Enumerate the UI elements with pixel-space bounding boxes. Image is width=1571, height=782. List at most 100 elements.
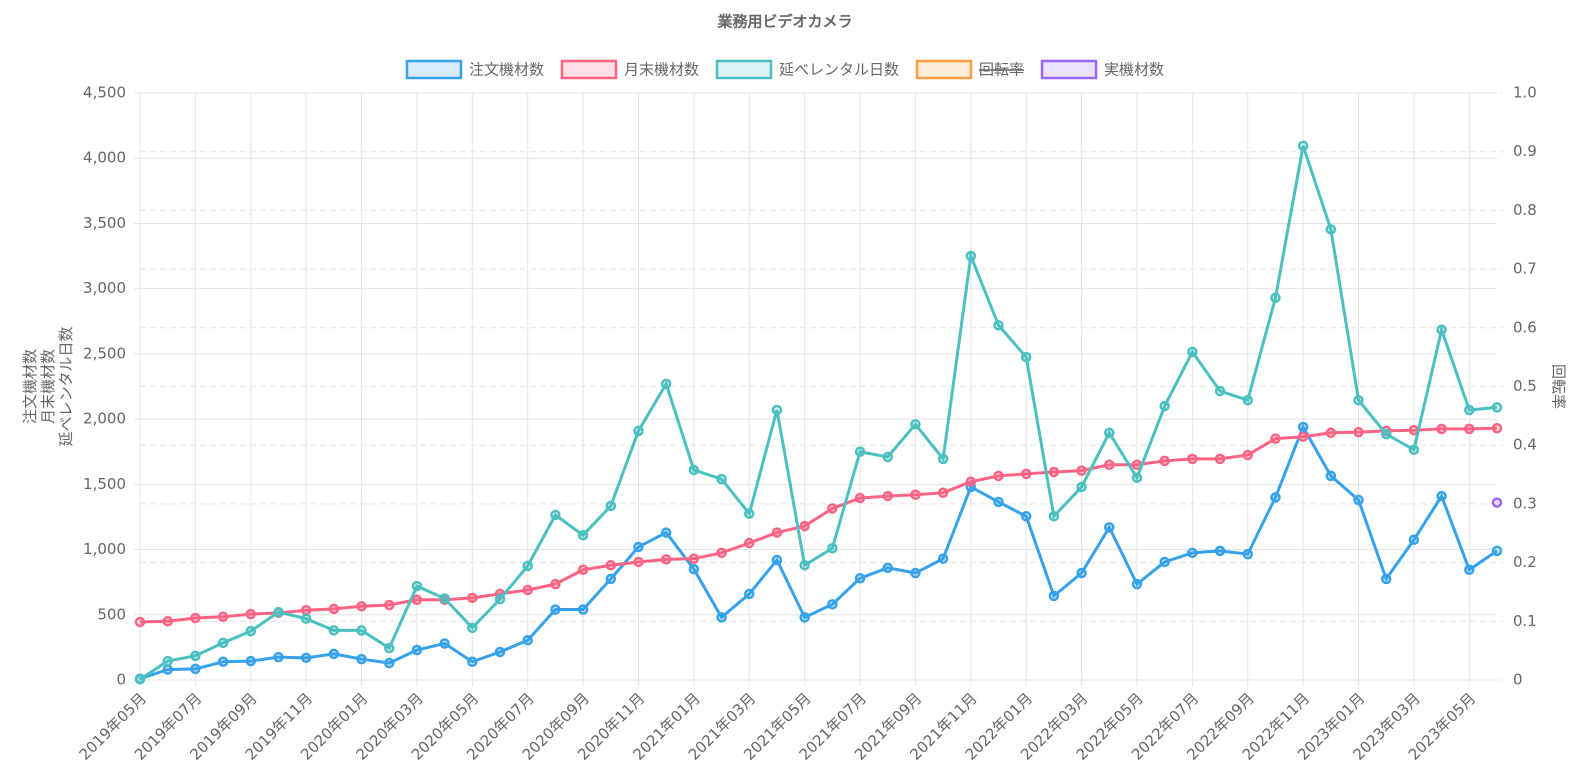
data-point — [993, 470, 1004, 482]
data-point — [383, 642, 395, 654]
data-point — [1464, 404, 1475, 416]
data-point — [522, 560, 533, 572]
data-point — [494, 593, 506, 605]
y2-tick-label: 0.1 — [1513, 612, 1537, 630]
data-point — [1297, 421, 1309, 433]
legend-label: 延べレンタル日数 — [779, 61, 899, 79]
data-point — [1242, 548, 1254, 560]
y2-tick-label: 0.3 — [1513, 494, 1537, 512]
data-point — [1491, 545, 1503, 557]
data-point — [1048, 590, 1060, 602]
data-point — [799, 520, 810, 532]
data-point — [605, 559, 617, 571]
legend-swatch — [715, 59, 773, 80]
data-point — [910, 567, 921, 579]
y2-tick-label: 1.0 — [1513, 84, 1537, 102]
data-point — [1491, 402, 1503, 413]
y-tick-label: 4,500 — [83, 84, 126, 102]
data-point — [411, 594, 423, 606]
data-point — [383, 657, 395, 669]
data-point — [1436, 490, 1447, 502]
data-point — [744, 537, 755, 549]
data-point — [827, 503, 838, 514]
chart-title: 業務用ビデオカメラ — [716, 13, 852, 31]
data-point — [134, 616, 146, 628]
data-point — [467, 622, 478, 634]
legend-swatch — [1040, 59, 1098, 80]
data-point — [1297, 140, 1309, 152]
data-point — [744, 508, 755, 519]
data-point — [633, 425, 644, 437]
data-point — [910, 419, 921, 430]
data-point — [744, 588, 755, 600]
data-point — [937, 553, 949, 564]
data-point — [245, 625, 257, 637]
data-point — [1297, 431, 1309, 442]
data-point — [162, 664, 173, 675]
data-point — [439, 593, 450, 604]
data-point — [190, 663, 201, 675]
data-point — [522, 584, 533, 596]
series-line — [139, 426, 1498, 624]
data-point — [1131, 472, 1143, 484]
data-point — [910, 489, 921, 501]
y-tick-label: 2,500 — [83, 344, 126, 362]
data-point — [1353, 494, 1364, 506]
data-point — [1131, 578, 1143, 590]
data-point — [1491, 497, 1503, 508]
data-point — [937, 487, 949, 499]
data-point — [771, 404, 783, 416]
data-point — [1408, 534, 1420, 546]
data-point — [1270, 433, 1281, 444]
data-point — [1104, 427, 1115, 439]
data-point — [300, 613, 312, 624]
data-point — [771, 554, 783, 566]
data-point — [1020, 351, 1032, 363]
data-point — [1464, 423, 1475, 435]
data-point — [328, 648, 340, 660]
data-point — [217, 637, 229, 649]
data-point — [190, 650, 201, 662]
data-point — [550, 604, 561, 615]
y2-tick-label: 0.2 — [1513, 553, 1537, 571]
y2-tick-label: 0.8 — [1513, 201, 1537, 219]
legend-label: 注文機材数 — [469, 61, 544, 79]
data-point — [1020, 511, 1032, 522]
data-point — [716, 547, 727, 559]
legend-swatch — [560, 59, 618, 80]
data-point — [467, 656, 478, 667]
legend: 注文機材数 月末機材数 延べレンタル日数 回転率 実機材数 — [405, 59, 1164, 80]
data-point — [1159, 455, 1170, 467]
data-point — [190, 612, 201, 624]
data-point — [1076, 567, 1087, 579]
data-point — [1242, 394, 1254, 406]
data-point — [827, 599, 838, 610]
data-point — [1048, 511, 1060, 522]
data-point — [273, 651, 284, 663]
data-point — [605, 500, 617, 512]
y2-tick-label: 0 — [1513, 671, 1523, 689]
data-point — [383, 599, 395, 611]
data-point — [1436, 423, 1447, 435]
data-point — [1048, 466, 1060, 478]
data-point — [494, 646, 506, 658]
y-tick-label: 0 — [116, 671, 126, 689]
y2-tick-label: 0.5 — [1513, 377, 1537, 395]
data-point — [882, 562, 893, 574]
y-tick-label: 4,000 — [83, 149, 126, 167]
data-point — [1325, 224, 1337, 235]
data-point — [328, 625, 340, 636]
data-point — [577, 604, 589, 615]
series-line — [139, 145, 1498, 681]
data-point — [716, 473, 727, 485]
data-point — [577, 564, 589, 576]
y-axis-title-line: 延べレンタル日数 — [57, 326, 75, 446]
data-point — [1214, 385, 1226, 397]
data-point — [550, 578, 561, 590]
y2-tick-label: 0.7 — [1513, 260, 1537, 278]
legend-label: 実機材数 — [1104, 61, 1164, 79]
data-point — [217, 656, 229, 667]
data-point — [1464, 564, 1475, 576]
data-point — [605, 573, 617, 585]
